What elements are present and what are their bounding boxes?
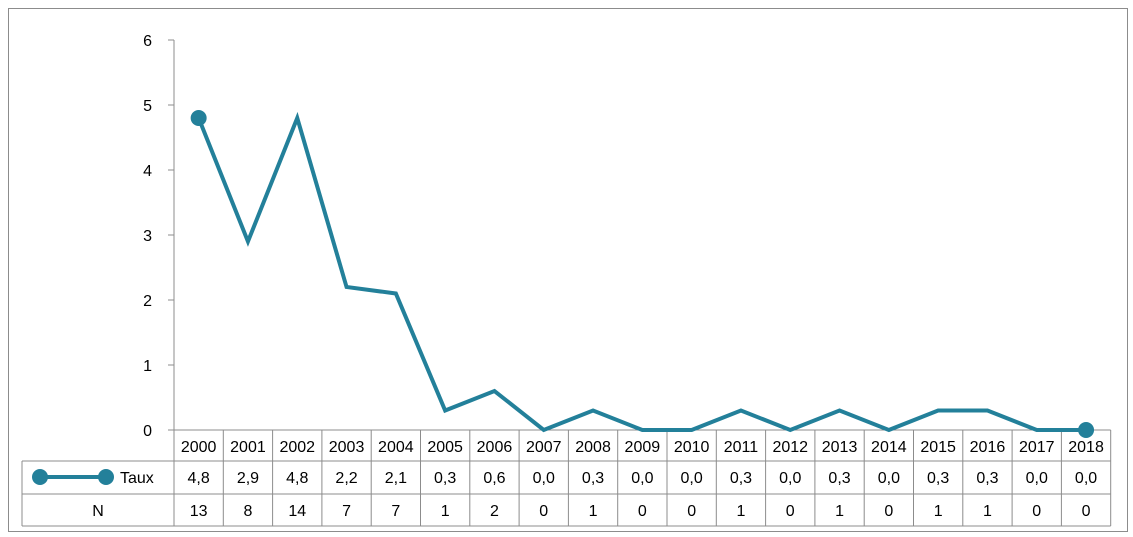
table-cell-value: 0 bbox=[786, 503, 795, 520]
table-cell-value: 0,3 bbox=[927, 470, 949, 487]
series-line-taux bbox=[196, 111, 1087, 433]
table-row-label: N bbox=[92, 503, 104, 520]
x-category-label: 2017 bbox=[1019, 439, 1055, 456]
table-cell-value: 0,3 bbox=[582, 470, 604, 487]
x-category-label: 2016 bbox=[970, 439, 1006, 456]
data-point-marker-last bbox=[1078, 422, 1095, 438]
legend-marker-right bbox=[98, 469, 114, 485]
y-tick-label: 5 bbox=[143, 98, 152, 115]
table-cell-value: 0,0 bbox=[681, 470, 703, 487]
table-cell-value: 0,3 bbox=[730, 470, 752, 487]
x-category-label: 2009 bbox=[625, 439, 661, 456]
x-category-label: 2013 bbox=[822, 439, 858, 456]
x-category-label: 2018 bbox=[1068, 439, 1104, 456]
table-cell-value: 0 bbox=[687, 503, 696, 520]
table-cell-value: 0 bbox=[1032, 503, 1041, 520]
x-category-label: 2010 bbox=[674, 439, 710, 456]
table-cell-value: 7 bbox=[342, 503, 351, 520]
y-tick-label: 1 bbox=[143, 358, 152, 375]
y-tick-label: 3 bbox=[143, 228, 152, 245]
x-category-label: 2000 bbox=[181, 439, 217, 456]
y-tick-label: 4 bbox=[143, 163, 152, 180]
table-cell-value: 2,2 bbox=[335, 470, 357, 487]
x-category-label: 2002 bbox=[279, 439, 315, 456]
y-tick-label: 2 bbox=[143, 293, 152, 310]
table-cell-value: 13 bbox=[190, 503, 208, 520]
table-cell-value: 1 bbox=[736, 503, 745, 520]
table-cell-value: 4,8 bbox=[188, 470, 210, 487]
table-cell-value: 1 bbox=[934, 503, 943, 520]
x-category-label: 2006 bbox=[477, 439, 513, 456]
table-cell-value: 0 bbox=[1082, 503, 1091, 520]
table-cell-value: 0,0 bbox=[1075, 470, 1097, 487]
table-cell-value: 0 bbox=[884, 503, 893, 520]
x-category-label: 2012 bbox=[772, 439, 808, 456]
table-cell-value: 0,3 bbox=[976, 470, 998, 487]
table-cell-value: 0,0 bbox=[1026, 470, 1048, 487]
table-cell-value: 4,8 bbox=[286, 470, 308, 487]
y-tick-label: 6 bbox=[143, 33, 152, 50]
x-category-label: 2014 bbox=[871, 439, 907, 456]
table-cell-value: 0 bbox=[638, 503, 647, 520]
table-cell-value: 2 bbox=[490, 503, 499, 520]
table-cell-value: 0,0 bbox=[631, 470, 653, 487]
legend-marker-left bbox=[32, 469, 48, 485]
table-cell-value: 14 bbox=[288, 503, 306, 520]
table-cell-value: 0 bbox=[539, 503, 548, 520]
y-tick-label: 0 bbox=[143, 423, 152, 440]
table-cell-value: 8 bbox=[243, 503, 252, 520]
x-category-label: 2003 bbox=[329, 439, 365, 456]
x-category-label: 2007 bbox=[526, 439, 562, 456]
table-cell-value: 0,3 bbox=[828, 470, 850, 487]
chart-frame bbox=[8, 8, 1128, 532]
table-cell-value: 0,0 bbox=[533, 470, 555, 487]
table-cell-value: 0,0 bbox=[779, 470, 801, 487]
table-cell-value: 0,3 bbox=[434, 470, 456, 487]
table-cell-value: 2,1 bbox=[385, 470, 407, 487]
table-cell-value: 1 bbox=[835, 503, 844, 520]
x-category-label: 2008 bbox=[575, 439, 611, 456]
x-category-label: 2004 bbox=[378, 439, 414, 456]
data-point-marker-first bbox=[190, 110, 207, 126]
table-cell-value: 7 bbox=[391, 503, 400, 520]
x-category-label: 2005 bbox=[427, 439, 463, 456]
x-category-label: 2015 bbox=[920, 439, 956, 456]
table-row-label: Taux bbox=[120, 470, 154, 487]
table-cell-value: 1 bbox=[589, 503, 598, 520]
table-cell-value: 0,6 bbox=[483, 470, 505, 487]
x-category-label: 2011 bbox=[724, 439, 759, 456]
x-category-label: 2001 bbox=[230, 439, 266, 456]
table-cell-value: 2,9 bbox=[237, 470, 259, 487]
table-cell-value: 1 bbox=[983, 503, 992, 520]
table-cell-value: 1 bbox=[441, 503, 450, 520]
table-cell-value: 0,0 bbox=[878, 470, 900, 487]
